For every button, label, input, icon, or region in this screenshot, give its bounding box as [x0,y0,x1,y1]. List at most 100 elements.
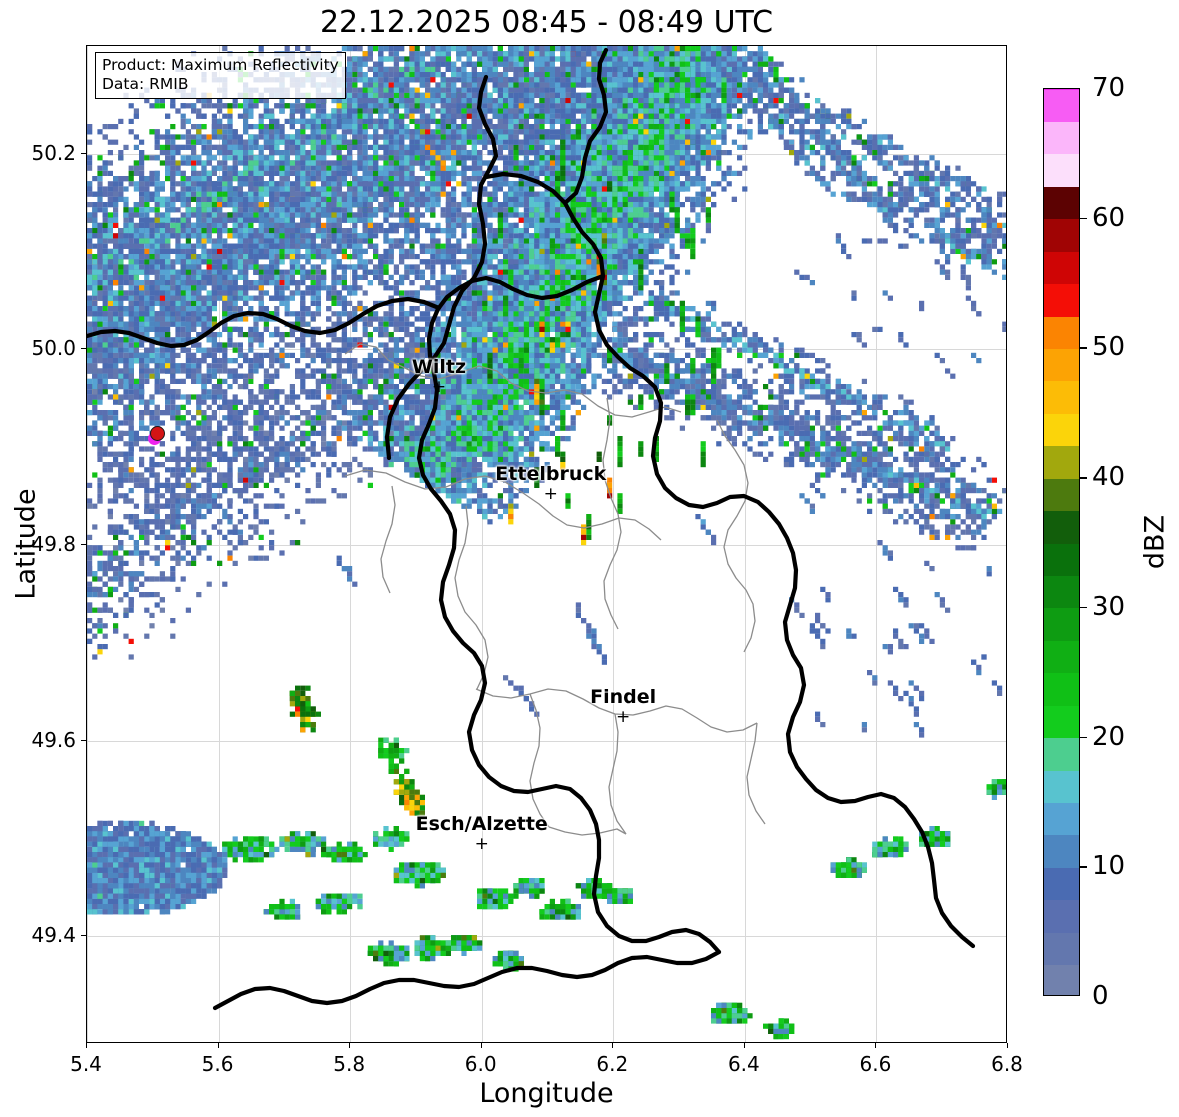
colorbar-tick-mark [1080,477,1087,479]
page-title: 22.12.2025 08:45 - 08:49 UTC [86,4,1007,42]
gridline-horizontal [87,936,1006,938]
y-tick-mark [81,739,86,741]
colorbar-tick-label: 30 [1092,592,1125,622]
gridline-vertical [350,46,352,1042]
gridline-vertical [744,46,746,1042]
y-tick-label: 49.4 [31,923,76,947]
y-tick-mark [81,348,86,350]
x-tick-label: 6.0 [465,1052,497,1076]
colorbar-band [1044,543,1079,577]
gridline-vertical [876,46,878,1042]
gridline-vertical [613,46,615,1042]
map-borders-layer [87,47,976,1011]
x-tick-label: 6.8 [991,1052,1023,1076]
colorbar-tick-label: 10 [1092,851,1125,881]
product-info-box: Product: Maximum Reflectivity Data: RMIB [95,52,346,99]
map-canvas: Product: Maximum Reflectivity Data: RMIB… [87,46,1006,1042]
district-borders [344,343,766,836]
colorbar-band [1044,413,1079,447]
x-tick-mark [86,1043,87,1048]
x-axis-label: Longitude [86,1078,1007,1109]
x-tick-label: 5.6 [202,1052,234,1076]
colorbar-tick-label: 0 [1092,981,1109,1011]
x-tick-mark [612,1043,614,1048]
y-tick-label: 50.0 [31,336,76,360]
colorbar-band [1044,802,1079,836]
colorbar[interactable] [1043,88,1080,996]
colorbar-band [1044,932,1079,966]
y-tick-label: 50.2 [31,141,76,165]
x-tick-label: 6.6 [860,1052,892,1076]
radar-site-dot [150,426,166,442]
city-label-ettelbruck: Ettelbruck + [495,465,606,503]
city-marker: + [416,836,548,853]
city-marker: + [590,709,656,726]
x-tick-label: 6.4 [728,1052,760,1076]
colorbar-band [1044,251,1079,285]
city-marker: + [495,486,606,503]
colorbar-band [1044,380,1079,414]
y-tick-mark [81,544,86,545]
city-label-wiltz: Wiltz + [412,357,466,396]
x-tick-label: 5.8 [333,1052,365,1076]
colorbar-band [1044,348,1079,382]
colorbar-band [1044,575,1079,609]
colorbar-tick-mark [1080,217,1087,220]
colorbar-band [1044,89,1079,90]
x-tick-mark [743,1043,745,1048]
colorbar-band [1044,705,1079,739]
colorbar-tick-mark [1080,347,1087,349]
gridline-horizontal [87,740,1006,742]
gridline-horizontal [87,545,1006,546]
x-tick-mark [217,1043,219,1048]
colorbar-band [1044,153,1079,187]
y-tick-label: 49.8 [31,532,76,556]
colorbar-band [1044,867,1079,901]
colorbar-band [1044,834,1079,868]
colorbar-band [1044,672,1079,706]
product-line: Product: Maximum Reflectivity [102,56,339,75]
colorbar-band [1044,510,1079,544]
map-plot-area[interactable]: Product: Maximum Reflectivity Data: RMIB… [86,45,1007,1043]
y-tick-mark [81,152,86,154]
colorbar-band [1044,283,1079,317]
colorbar-tick-label: 60 [1092,203,1125,233]
y-tick-label: 49.6 [31,728,76,752]
x-tick-mark [875,1043,877,1048]
colorbar-tick-label: 20 [1092,722,1125,752]
city-name: Wiltz [412,357,466,377]
city-marker: + [412,378,466,396]
city-name: Esch/Alzette [416,815,548,834]
colorbar-label: dBZ [1140,515,1171,569]
colorbar-tick-label: 40 [1092,462,1125,492]
colorbar-band [1044,607,1079,641]
x-tick-mark [480,1043,482,1048]
colorbar-tick-mark [1080,866,1087,868]
colorbar-tick-mark [1080,606,1087,609]
colorbar-band [1044,770,1079,804]
gridline-vertical [481,46,483,1042]
national-borders [87,47,976,1011]
gridline-vertical [87,46,88,1042]
y-axis-label: Latitude [11,444,42,644]
colorbar-tick-mark [1080,736,1087,738]
colorbar-band [1044,964,1079,995]
colorbar-band [1044,89,1079,123]
colorbar-band [1044,445,1079,479]
x-tick-label: 6.2 [596,1052,628,1076]
y-tick-mark [81,935,86,937]
colorbar-band [1044,186,1079,220]
colorbar-tick-label: 70 [1092,73,1125,103]
colorbar-band [1044,737,1079,771]
data-source-line: Data: RMIB [102,75,339,94]
city-label-findel: Findel + [590,688,656,726]
city-label-esch-alzette: Esch/Alzette + [416,815,548,853]
colorbar-band [1044,899,1079,933]
x-tick-mark [1007,1043,1008,1048]
colorbar-band [1044,478,1079,512]
x-tick-mark [349,1043,351,1048]
x-tick-label: 5.4 [70,1052,102,1076]
colorbar-band [1044,218,1079,252]
city-name: Findel [590,688,656,707]
